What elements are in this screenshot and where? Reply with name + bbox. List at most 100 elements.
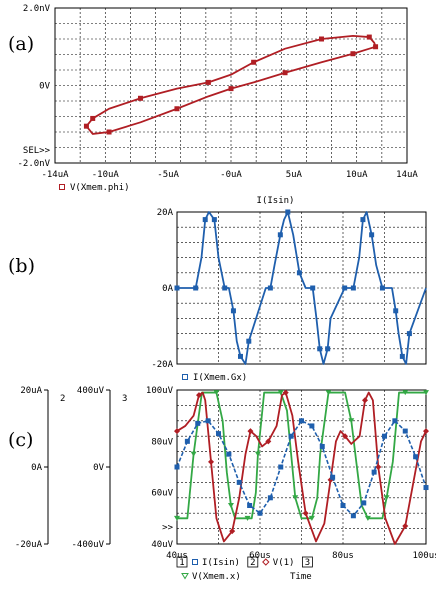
chart-c-red-data-point bbox=[208, 458, 215, 465]
chart-c-blue-data-point bbox=[350, 513, 356, 519]
chart-b-data-point bbox=[393, 308, 399, 314]
chart-b-series-line bbox=[177, 211, 427, 365]
chart-c-green-data-point bbox=[174, 515, 180, 521]
chart-a-data-point bbox=[83, 123, 89, 129]
chart-c-green-data-point bbox=[308, 515, 315, 521]
chart-c-red-data-point bbox=[342, 433, 349, 440]
chart-b-panel-label: (b) bbox=[8, 255, 35, 277]
chart-c-blue-data-point bbox=[205, 418, 211, 424]
chart-c-y-tick-label: 60uV bbox=[151, 489, 173, 499]
chart-c-red-data-point bbox=[174, 428, 180, 435]
chart-c-green-data-point bbox=[383, 495, 390, 501]
chart-a-x-tick-label: 14uA bbox=[396, 170, 418, 180]
chart-c-legend-marker bbox=[192, 559, 198, 565]
chart-c-x-tick-label: 60us bbox=[249, 551, 271, 561]
chart-c-legend2-label: V(Xmem.x) bbox=[192, 572, 241, 582]
chart-c-red-data-point bbox=[375, 464, 382, 470]
chart-a-x-tick-label: -5uA bbox=[157, 170, 179, 180]
chart-c-blue-data-point bbox=[371, 469, 377, 475]
chart-b-data-point bbox=[246, 338, 252, 344]
chart-b-y-tick-label: 20A bbox=[157, 208, 174, 218]
chart-c-blue-data-point bbox=[382, 433, 387, 439]
chart-c-red-data-point bbox=[361, 397, 368, 404]
chart-a-legend-marker bbox=[59, 184, 65, 190]
chart-c-blue-data-point bbox=[423, 485, 429, 491]
chart-c-blue-data-point bbox=[195, 420, 201, 426]
chart-c-green-data-point bbox=[325, 390, 332, 396]
chart-c-blue-data-point bbox=[216, 431, 221, 437]
chart-a-panel-label: (a) bbox=[8, 33, 34, 55]
chart-a-plot-frame bbox=[54, 7, 408, 164]
chart-b-data-point bbox=[296, 270, 302, 276]
chart-c-blue-data-point bbox=[226, 451, 232, 457]
chart-c-blue-data-point bbox=[267, 495, 273, 501]
chart-a-sel-label: SEL>> bbox=[23, 146, 51, 156]
chart-a-data-point bbox=[251, 59, 257, 65]
chart-c-blue-data-point bbox=[257, 510, 263, 516]
chart-c-blue-data-point bbox=[174, 464, 180, 470]
chart-c-red-data-point bbox=[423, 428, 429, 435]
chart-c-blue-data-point bbox=[184, 438, 190, 444]
chart-a-data-point bbox=[319, 36, 325, 42]
chart-c-legend-box-number: 1 bbox=[179, 558, 184, 568]
chart-c-sel-label: >> bbox=[162, 523, 173, 533]
chart-b-data-point bbox=[399, 353, 405, 359]
chart-a-legend-label: V(Xmem.phi) bbox=[70, 183, 130, 193]
chart-c-legend-box-number: 2 bbox=[250, 558, 255, 568]
chart-c-green-data-point bbox=[402, 390, 409, 396]
chart-b-data-point bbox=[350, 285, 356, 291]
chart-c-y-tick-label: 40uV bbox=[151, 540, 173, 550]
chart-b-data-point bbox=[406, 331, 412, 337]
chart-c-green-data-point bbox=[190, 451, 197, 457]
chart-c-green-data-point bbox=[277, 390, 284, 396]
chart-c-green-data-point bbox=[213, 390, 220, 396]
chart-c-red-data-point bbox=[229, 528, 236, 535]
chart-c-green-data-point bbox=[364, 515, 371, 521]
chart-b-data-point bbox=[193, 285, 199, 291]
chart-c-green-data-point bbox=[292, 495, 299, 501]
chart-b-data-point bbox=[222, 285, 228, 291]
chart-c-blue-data-point bbox=[413, 454, 419, 460]
chart-c-red-data-point bbox=[402, 523, 409, 530]
chart-c-blue-data-point bbox=[402, 428, 408, 434]
chart-c-blue-data-point bbox=[236, 479, 242, 485]
chart-b-data-point bbox=[237, 353, 243, 359]
chart-c-axis2-tick-label: -20uA bbox=[15, 540, 43, 550]
chart-b-data-point bbox=[230, 308, 236, 314]
chart-a-x-tick-label: -0uA bbox=[220, 170, 242, 180]
chart-c-blue-data-point bbox=[278, 464, 284, 470]
chart-a-y-tick-label: 0V bbox=[39, 82, 50, 92]
chart-c-axis2-tick-label: 20uA bbox=[20, 386, 42, 396]
chart-c-legend-box bbox=[247, 556, 259, 568]
chart-c-blue-data-point bbox=[309, 423, 315, 429]
chart-a-data-point bbox=[137, 95, 143, 101]
chart-a-y-tick-label: -2.0nV bbox=[17, 159, 50, 169]
chart-a-data-point bbox=[282, 70, 288, 76]
chart-a-data-point bbox=[350, 51, 356, 57]
chart-b-data-point bbox=[285, 209, 291, 215]
chart-a-x-tick-label: 5uA bbox=[286, 170, 303, 180]
chart-c-green-data-point bbox=[348, 418, 355, 424]
chart-b-title: I(Isin) bbox=[257, 196, 295, 206]
chart-b-data-point bbox=[310, 285, 316, 291]
chart-c-axis3-number: 3 bbox=[122, 394, 127, 404]
chart-c-blue-data-point bbox=[340, 503, 346, 508]
chart-a-data-point bbox=[205, 79, 211, 85]
chart-c-green-data-point bbox=[423, 390, 429, 396]
chart-c-legend-box bbox=[301, 556, 313, 568]
chart-c-axis2-number: 2 bbox=[60, 394, 65, 404]
chart-b-data-point bbox=[379, 285, 385, 291]
chart-a-data-point bbox=[228, 86, 234, 92]
chart-a-x-tick-label: -10uA bbox=[92, 170, 120, 180]
chart-c-red-series-line bbox=[176, 391, 427, 545]
chart-c-x-tick-label: 100us bbox=[412, 551, 436, 561]
chart-c-blue-data-point bbox=[319, 443, 325, 449]
chart-c-legend-box bbox=[176, 556, 188, 568]
chart-b-data-point bbox=[325, 346, 331, 352]
chart-a-data-point bbox=[106, 129, 112, 135]
chart-c-green-data-point bbox=[244, 515, 251, 521]
chart-b-data-point bbox=[211, 217, 217, 223]
chart-b-data-point bbox=[342, 285, 348, 291]
